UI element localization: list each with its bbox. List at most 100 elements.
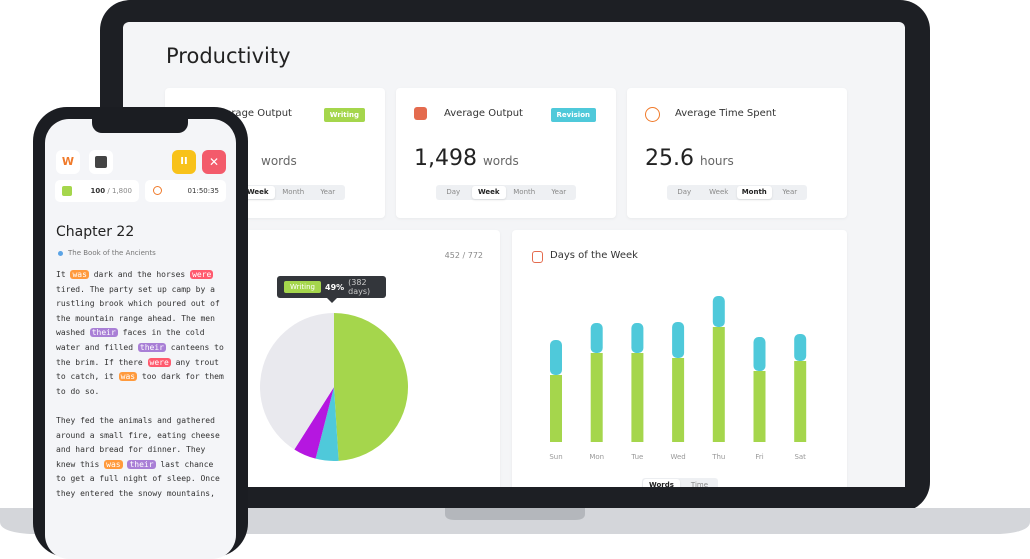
card-title: Average Time Spent xyxy=(675,108,777,119)
period-option[interactable]: Day xyxy=(446,188,461,196)
period-selector: Day Week Month Year xyxy=(436,185,576,200)
value: 1,498 xyxy=(414,146,477,171)
period-option[interactable]: Week xyxy=(709,188,729,196)
period-option[interactable]: Week xyxy=(240,186,275,199)
tooltip-percent: 49% xyxy=(325,282,345,292)
bar-segment xyxy=(550,340,562,375)
unit: words xyxy=(482,154,519,168)
text-run: They fed the animals and gathered around… xyxy=(56,415,220,469)
bar-segment xyxy=(712,296,725,327)
card-title: Days of the Week xyxy=(550,250,638,261)
counter-value: 100 xyxy=(90,187,106,195)
text-run: too dark for them to do so. xyxy=(56,372,224,396)
bar-chart: Sun Mon Tue Wed Thu Fri Sat xyxy=(549,296,807,461)
period-option[interactable]: Week xyxy=(471,186,506,199)
stat-card: Average Time Spent 25.6 hours Day Week Month Y… xyxy=(627,88,847,218)
unit: hours xyxy=(699,154,734,168)
x-label: Fri xyxy=(755,453,763,461)
stat-card: Average Output Revision 1,498 words Day Week M… xyxy=(396,88,616,218)
count: 452 / 772 xyxy=(444,251,483,260)
toggle[interactable]: Words Time xyxy=(642,478,718,487)
x-label: Sun xyxy=(549,453,562,461)
tooltip: Writing 49% (382 days) xyxy=(277,276,386,298)
timer-icon xyxy=(153,186,162,195)
highlighted-word: was xyxy=(104,459,123,469)
counter-icon xyxy=(62,186,72,196)
unit: words xyxy=(261,154,297,168)
period-selector: Day Week Month Year xyxy=(667,185,807,200)
bar-segment xyxy=(631,353,644,442)
x-label: Sat xyxy=(794,453,806,461)
text-run: dark and the horses xyxy=(88,270,191,279)
bar-segment xyxy=(672,358,685,442)
timer: 01:50:35 xyxy=(145,180,226,202)
stat-value: words xyxy=(255,146,297,171)
counter-total: / 1,800 xyxy=(107,187,132,195)
pause-button[interactable]: II xyxy=(172,150,196,174)
bar-segment xyxy=(794,334,807,361)
app-logo[interactable]: W xyxy=(56,150,80,174)
timer-value: 01:50:35 xyxy=(187,187,219,195)
pie-slice xyxy=(259,313,334,450)
bar-segment xyxy=(753,371,766,442)
notch xyxy=(445,508,585,520)
highlighted-word: their xyxy=(137,342,166,352)
x-label: Mon xyxy=(589,453,604,461)
paragraph: It was dark and the horses were tired. T… xyxy=(56,268,224,399)
tooltip-detail: (382 days) xyxy=(348,278,371,296)
badge: Revision xyxy=(550,108,596,122)
highlighted-word: was xyxy=(118,372,138,382)
x-label: Thu xyxy=(711,453,725,461)
period-option[interactable]: Year xyxy=(782,188,798,196)
bar-segment xyxy=(590,353,603,442)
x-label: Tue xyxy=(630,453,643,461)
card-icon xyxy=(414,107,427,120)
chapter-title: Chapter 22 xyxy=(56,224,135,240)
bar-segment xyxy=(712,327,725,442)
text-run: tired. The party set up camp by a rustli… xyxy=(56,284,220,338)
stat-value: 25.6 hours xyxy=(645,146,734,171)
bar-segment xyxy=(550,375,562,442)
tooltip-arrow xyxy=(327,298,337,303)
bar-segment xyxy=(590,323,603,353)
period-option[interactable]: Month xyxy=(737,186,772,199)
card-title: Average Output xyxy=(213,108,292,119)
book-dot xyxy=(58,251,63,256)
period-option[interactable]: Month xyxy=(513,188,536,196)
badge: Writing xyxy=(323,108,365,122)
period-option[interactable]: Year xyxy=(551,188,567,196)
text-run: any trout to catch, it xyxy=(56,357,219,382)
bar-segment xyxy=(672,322,685,358)
highlighted-word: their xyxy=(127,459,156,469)
close-button[interactable]: ✕ xyxy=(202,150,226,174)
highlighted-word: was xyxy=(70,270,89,279)
menu-button[interactable] xyxy=(89,150,113,174)
period-option[interactable]: Year xyxy=(320,188,336,196)
period-option[interactable]: Day xyxy=(677,188,692,196)
value: 25.6 xyxy=(645,146,694,171)
bar-segment xyxy=(794,361,807,442)
word-counter: 100 / 1,800 xyxy=(55,180,139,202)
highlighted-word: were xyxy=(147,357,171,367)
phone: W II ✕ 100 / 1,800 01:50:35 Chapter 22 T… xyxy=(33,107,248,559)
tooltip-label: Writing xyxy=(284,281,321,293)
toggle-option[interactable]: Time xyxy=(690,481,709,487)
text-run: It xyxy=(56,270,71,279)
phone-notch xyxy=(92,119,188,133)
laptop-base xyxy=(0,508,1030,534)
highlighted-word: their xyxy=(89,328,118,338)
stat-value: 1,498 words xyxy=(414,146,519,171)
days-card: Days of the Week Sun Mon Tue Wed Thu Fri Sat W… xyxy=(512,230,847,487)
pie-slice xyxy=(315,387,339,461)
bar-segment xyxy=(753,337,766,371)
pie-slice xyxy=(334,313,409,461)
book-title: The Book of the Ancients xyxy=(68,249,156,257)
calendar-icon xyxy=(532,251,543,263)
page-title: Productivity xyxy=(166,44,291,68)
period-option[interactable]: Month xyxy=(282,188,305,196)
pie-slice xyxy=(294,387,334,459)
toggle-option[interactable]: Words xyxy=(643,479,680,487)
x-label: Wed xyxy=(670,453,685,461)
manuscript: It was dark and the horses were tired. T… xyxy=(56,268,224,516)
